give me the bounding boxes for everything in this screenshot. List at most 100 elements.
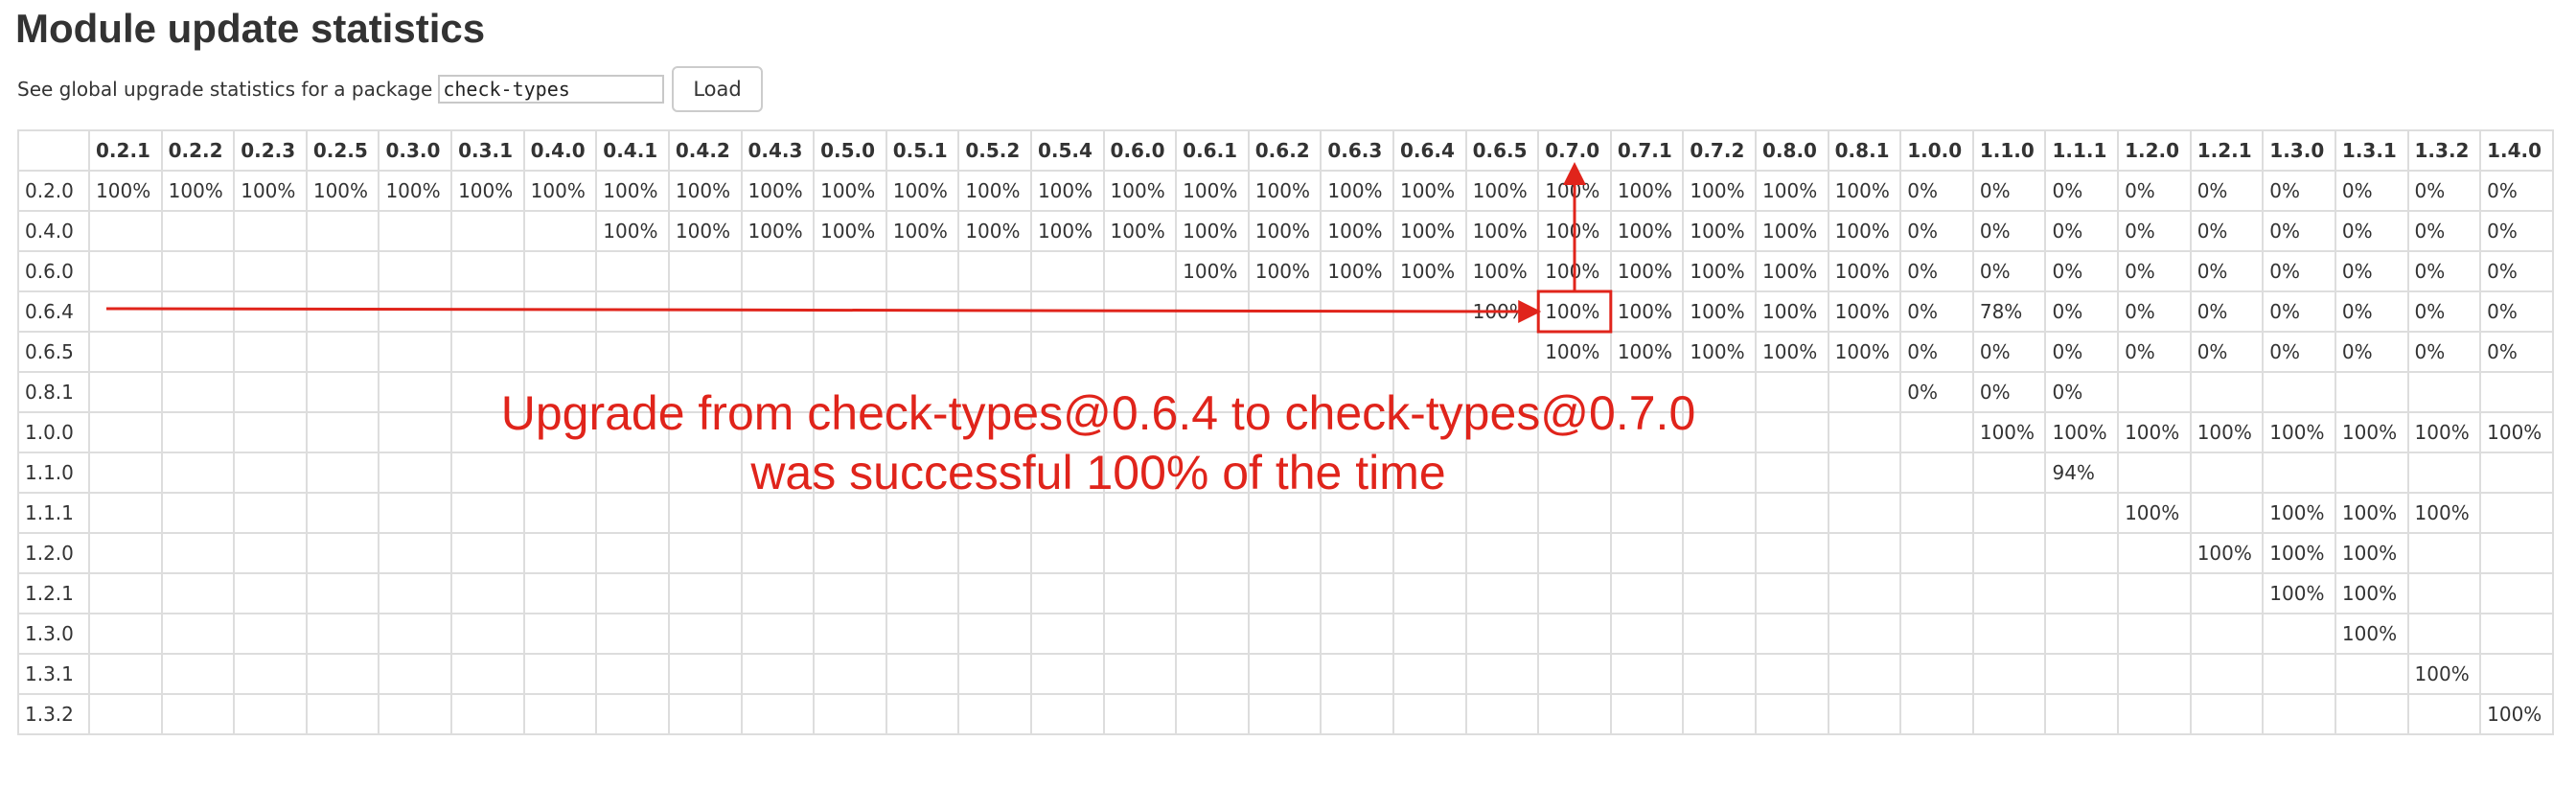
stat-cell <box>450 653 525 695</box>
column-header-1-3-2: 1.3.2 <box>2406 129 2482 172</box>
stat-cell <box>522 572 598 614</box>
table-row: 1.3.0 100% <box>16 613 2554 655</box>
stat-cell <box>1320 693 1394 735</box>
stat-cell <box>1827 653 1902 695</box>
row-header: 1.2.1 <box>16 572 91 614</box>
stat-cell <box>813 331 887 373</box>
stat-cell <box>667 653 743 695</box>
stat-cell <box>667 452 743 494</box>
stat-cell <box>813 653 887 695</box>
stat-cell: 100% <box>2334 613 2409 655</box>
stat-cell: 100% <box>88 170 163 212</box>
stat-cell <box>2044 492 2120 534</box>
stat-cell <box>378 532 453 574</box>
stat-cell: 100% <box>160 170 236 212</box>
stat-cell <box>522 411 598 453</box>
stat-cell <box>1755 452 1829 494</box>
stat-cell: 0% <box>2262 250 2336 292</box>
stat-cell <box>88 492 163 534</box>
stat-cell <box>378 613 453 655</box>
stat-cell <box>2479 653 2554 695</box>
stat-cell <box>1464 572 1540 614</box>
stat-cell <box>1899 492 1974 534</box>
column-header-0-4-2: 0.4.2 <box>667 129 743 172</box>
stat-cell <box>378 290 453 333</box>
stat-cell: 100% <box>1392 250 1467 292</box>
stat-cell <box>1102 290 1178 333</box>
stat-cell: 0% <box>2406 250 2482 292</box>
stat-cell: 100% <box>1537 210 1612 252</box>
table-row: 0.6.5 100% 100% 100% 100% 100% 0% 0% 0% 0% 0% 0% 0% 0… <box>16 331 2554 373</box>
stat-cell <box>2406 572 2482 614</box>
stat-cell <box>1609 411 1685 453</box>
stat-cell <box>1609 452 1685 494</box>
stat-cell <box>450 210 525 252</box>
stat-cell <box>305 371 380 413</box>
stat-cell <box>1247 492 1322 534</box>
stat-cell <box>1682 613 1758 655</box>
stat-cell: 100% <box>1029 170 1105 212</box>
stat-cell: 100% <box>2479 693 2554 735</box>
stat-cell: 0% <box>2479 290 2554 333</box>
stat-cell <box>1609 371 1685 413</box>
table-row: 1.2.0 100% 100% 100% <box>16 532 2554 574</box>
stat-cell: 0% <box>1899 210 1974 252</box>
stat-cell: 78% <box>1971 290 2047 333</box>
stat-cell <box>1464 452 1540 494</box>
stat-cell: 0% <box>2117 290 2192 333</box>
stat-cell <box>2406 693 2482 735</box>
stat-cell <box>305 452 380 494</box>
stat-cell <box>1537 653 1612 695</box>
stat-cell <box>88 371 163 413</box>
stat-cell: 100% <box>1392 170 1467 212</box>
package-name-input[interactable] <box>438 75 665 104</box>
row-header: 1.3.2 <box>16 693 91 735</box>
column-header-0-2-2: 0.2.2 <box>160 129 236 172</box>
stat-cell: 100% <box>1609 250 1685 292</box>
column-header-0-3-1: 0.3.1 <box>450 129 525 172</box>
stat-cell: 0% <box>2334 331 2409 373</box>
stat-cell <box>160 653 236 695</box>
stat-cell <box>1392 532 1467 574</box>
stat-cell: 0% <box>1971 331 2047 373</box>
stat-cell <box>1247 532 1322 574</box>
stat-cell <box>450 613 525 655</box>
stat-cell <box>88 411 163 453</box>
stat-cell: 100% <box>2334 492 2409 534</box>
stat-cell: 100% <box>1755 290 1829 333</box>
stat-cell <box>1464 653 1540 695</box>
stat-cell <box>2189 613 2265 655</box>
stat-cell <box>740 492 816 534</box>
stat-cell <box>885 250 960 292</box>
stat-cell <box>885 613 960 655</box>
stat-cell <box>2044 693 2120 735</box>
stat-cell <box>1537 492 1612 534</box>
row-header: 1.2.0 <box>16 532 91 574</box>
stat-cell <box>1392 331 1467 373</box>
stat-cell <box>1102 693 1178 735</box>
stat-cell: 100% <box>2262 572 2336 614</box>
row-header: 1.3.0 <box>16 613 91 655</box>
stat-cell: 0% <box>2334 170 2409 212</box>
stat-cell: 100% <box>1827 290 1902 333</box>
stat-cell: 0% <box>2479 331 2554 373</box>
stat-cell <box>2117 371 2192 413</box>
load-button[interactable]: Load <box>672 66 763 112</box>
stat-cell: 100% <box>2406 653 2482 695</box>
stat-cell <box>160 693 236 735</box>
stat-cell: 0% <box>1899 371 1974 413</box>
stat-cell <box>2262 613 2336 655</box>
row-header: 0.6.5 <box>16 331 91 373</box>
package-search-label: See global upgrade statistics for a pack… <box>17 78 433 101</box>
stat-cell <box>2479 371 2554 413</box>
column-header-1-2-0: 1.2.0 <box>2117 129 2192 172</box>
stat-cell <box>885 693 960 735</box>
stat-cell <box>2189 371 2265 413</box>
stat-cell <box>1175 290 1250 333</box>
stat-cell: 100% <box>1320 210 1394 252</box>
stat-cell: 0% <box>2189 170 2265 212</box>
stat-cell <box>885 371 960 413</box>
stat-cell <box>1609 653 1685 695</box>
column-header-1-0-0: 1.0.0 <box>1899 129 1974 172</box>
stat-cell <box>595 411 670 453</box>
